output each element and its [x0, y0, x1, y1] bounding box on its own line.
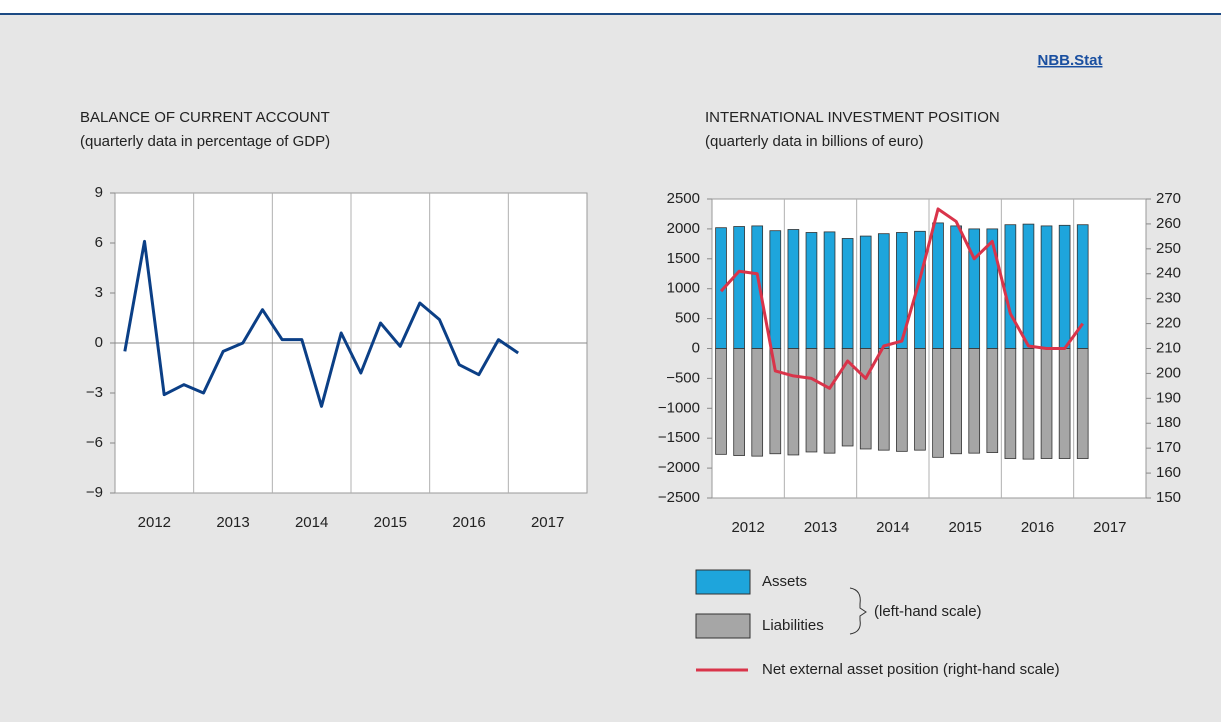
- bar: [877, 233, 890, 349]
- bar: [1058, 348, 1071, 459]
- bar: [950, 225, 962, 349]
- y-tick-label: 2000: [667, 220, 700, 237]
- legend-note: (left-hand scale): [874, 603, 982, 620]
- x-tick-label: 2013: [216, 514, 249, 531]
- bar: [823, 348, 836, 454]
- bar: [733, 348, 745, 456]
- y-tick-label: 500: [675, 310, 700, 327]
- bar: [1022, 348, 1035, 460]
- y-tick-label: 3: [95, 284, 103, 301]
- chart-title: INTERNATIONAL INVESTMENT POSITION: [705, 109, 1000, 126]
- x-tick-label: 2014: [876, 519, 909, 536]
- y2-tick-label: 230: [1156, 290, 1181, 307]
- bar: [1058, 224, 1071, 349]
- bar: [932, 348, 944, 458]
- y2-tick-label: 250: [1156, 240, 1181, 257]
- legend-swatch: [695, 613, 751, 639]
- y2-tick-label: 220: [1156, 315, 1181, 332]
- x-tick-label: 2016: [452, 514, 485, 531]
- bar: [1022, 223, 1035, 349]
- x-tick-label: 2012: [731, 519, 764, 536]
- net-line: [719, 207, 1084, 390]
- y-tick-label: −1500: [658, 429, 700, 446]
- x-tick-label: 2017: [531, 514, 564, 531]
- bar: [1004, 348, 1017, 459]
- top-rule: [0, 13, 1221, 15]
- y-tick-label: 1500: [667, 250, 700, 267]
- y2-tick-label: 200: [1156, 364, 1181, 381]
- y2-tick-label: 270: [1156, 190, 1181, 207]
- bar: [769, 348, 782, 455]
- bar: [877, 348, 890, 451]
- bar: [841, 348, 854, 447]
- x-tick-label: 2016: [1021, 519, 1054, 536]
- x-tick-label: 2014: [295, 514, 328, 531]
- chart-subtitle: (quarterly data in billions of euro): [705, 133, 923, 150]
- bar: [950, 348, 962, 455]
- bar: [787, 348, 800, 456]
- x-tick-label: 2012: [138, 514, 171, 531]
- y2-tick-label: 160: [1156, 464, 1181, 481]
- bar: [787, 229, 800, 349]
- legend-label: Assets: [762, 573, 807, 590]
- bar: [968, 228, 981, 349]
- bar: [859, 235, 872, 349]
- bar: [968, 348, 981, 454]
- bar: [896, 348, 908, 452]
- legend-swatch: [695, 569, 751, 595]
- x-tick-label: 2013: [804, 519, 837, 536]
- y2-tick-label: 180: [1156, 414, 1181, 431]
- bar: [932, 222, 944, 349]
- y2-tick-label: 170: [1156, 439, 1181, 456]
- x-tick-label: 2017: [1093, 519, 1126, 536]
- y2-tick-label: 150: [1156, 489, 1181, 506]
- y-tick-label: −1000: [658, 399, 700, 416]
- bar: [914, 348, 926, 451]
- y-tick-label: −9: [86, 484, 103, 501]
- bar: [1004, 224, 1017, 349]
- y-tick-label: −6: [86, 434, 103, 451]
- y-tick-label: 0: [95, 334, 103, 351]
- chart-subtitle: (quarterly data in percentage of GDP): [80, 133, 330, 150]
- bar: [1076, 348, 1089, 459]
- chart-title: BALANCE OF CURRENT ACCOUNT: [80, 109, 330, 126]
- bar: [1040, 225, 1053, 349]
- bar: [841, 238, 854, 349]
- bar: [751, 348, 764, 457]
- legend-label: Net external asset position (right-hand …: [762, 661, 1060, 678]
- y-tick-label: 2500: [667, 190, 700, 207]
- line: [123, 239, 520, 408]
- y2-tick-label: 260: [1156, 215, 1181, 232]
- bar: [769, 230, 782, 349]
- y2-tick-label: 240: [1156, 265, 1181, 282]
- y-tick-label: −2500: [658, 489, 700, 506]
- y-tick-label: −3: [86, 384, 103, 401]
- bar: [859, 348, 872, 450]
- y2-tick-label: 190: [1156, 389, 1181, 406]
- y-tick-label: 9: [95, 184, 103, 201]
- bar: [986, 348, 999, 453]
- bar: [715, 348, 727, 455]
- y2-tick-label: 210: [1156, 339, 1181, 356]
- bar: [823, 231, 836, 349]
- legend-label: Liabilities: [762, 617, 824, 634]
- bar: [805, 232, 818, 349]
- y-tick-label: −2000: [658, 459, 700, 476]
- y-tick-label: 1000: [667, 280, 700, 297]
- x-tick-label: 2015: [374, 514, 407, 531]
- bar: [1040, 348, 1053, 459]
- x-tick-label: 2015: [948, 519, 981, 536]
- y-tick-label: 6: [95, 234, 103, 251]
- bar: [733, 226, 745, 349]
- legend-brace: [849, 587, 867, 635]
- y-tick-label: 0: [692, 339, 700, 356]
- nbb-stat-link[interactable]: NBB.Stat: [1037, 52, 1102, 69]
- y-tick-label: −500: [666, 369, 700, 386]
- bar: [805, 348, 818, 453]
